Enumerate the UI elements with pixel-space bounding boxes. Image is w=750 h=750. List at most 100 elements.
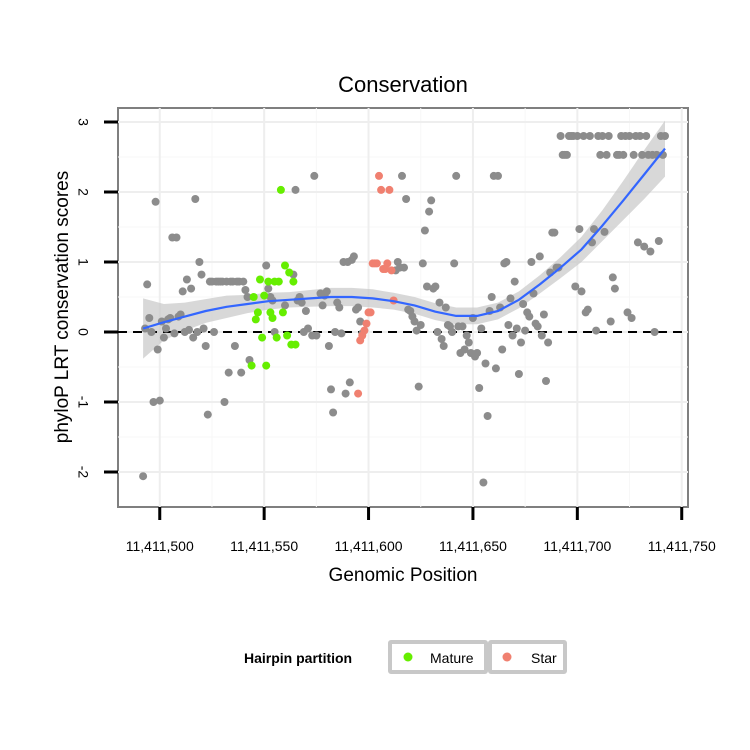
- data-point-mature: [289, 277, 298, 286]
- data-point-other: [627, 314, 636, 322]
- data-point-other: [598, 132, 607, 140]
- data-point-other: [573, 132, 582, 140]
- data-point-other: [193, 328, 202, 336]
- y-axis-label: phyloP LRT conservation scores: [52, 171, 73, 444]
- data-point-other: [264, 284, 273, 293]
- data-point-other: [243, 293, 252, 301]
- data-point-other: [398, 171, 406, 180]
- x-tick-label: 11,411,550: [230, 538, 298, 554]
- data-point-other: [349, 252, 358, 261]
- data-point-other: [197, 270, 206, 279]
- data-point-other: [625, 132, 634, 140]
- data-point-other: [450, 259, 459, 268]
- data-point-mature: [264, 277, 273, 286]
- data-point-mature: [247, 361, 256, 370]
- data-point-other: [400, 263, 408, 272]
- data-point-other: [623, 308, 632, 317]
- legend-key-star: [488, 640, 567, 674]
- data-point-other: [498, 345, 507, 354]
- data-point-mature: [281, 261, 289, 270]
- data-point-other: [521, 326, 530, 335]
- data-point-other: [239, 277, 248, 286]
- data-point-other: [341, 389, 350, 398]
- data-point-other: [145, 314, 154, 322]
- data-point-other: [195, 258, 204, 266]
- data-point-other: [460, 345, 469, 354]
- data-point-other: [281, 301, 289, 310]
- data-point-other: [162, 324, 170, 333]
- data-point-other: [220, 398, 229, 406]
- data-point-other: [512, 324, 521, 333]
- data-point-other: [172, 233, 181, 242]
- data-point-mature: [260, 291, 269, 300]
- data-point-other: [170, 329, 179, 338]
- data-point-mature: [268, 314, 277, 322]
- data-point-star: [354, 389, 363, 398]
- data-point-other: [262, 261, 271, 270]
- y-tick-label: 2: [75, 188, 91, 196]
- x-tick-label: 11,411,750: [648, 538, 716, 554]
- data-point-other: [596, 150, 605, 159]
- data-point-other: [556, 132, 565, 140]
- data-point-other: [633, 238, 642, 247]
- legend-key-mature: [388, 640, 488, 674]
- data-point-other: [535, 252, 544, 261]
- data-point-other: [562, 150, 571, 159]
- data-point-other: [230, 342, 239, 350]
- data-point-other: [600, 227, 609, 236]
- data-point-other: [437, 335, 446, 343]
- data-point-other: [416, 321, 425, 329]
- x-tick-label: 11,411,500: [126, 538, 194, 554]
- data-point-other: [544, 338, 553, 347]
- data-point-other: [337, 329, 346, 338]
- data-point-other: [318, 301, 327, 310]
- data-point-other: [491, 364, 500, 373]
- data-point-other: [143, 280, 152, 289]
- y-tick-label: 1: [75, 258, 91, 266]
- data-point-other: [642, 132, 651, 140]
- data-point-other: [322, 287, 331, 296]
- data-point-other: [579, 132, 588, 140]
- data-point-other: [650, 328, 659, 336]
- data-point-other: [494, 171, 502, 180]
- data-point-other: [139, 472, 148, 481]
- data-point-star: [366, 308, 375, 317]
- data-point-other: [577, 287, 586, 296]
- data-point-other: [335, 303, 344, 312]
- data-point-other: [473, 349, 482, 357]
- data-point-other: [439, 342, 448, 350]
- data-point-other: [420, 226, 429, 235]
- data-point-other: [479, 478, 488, 487]
- data-point-other: [550, 228, 559, 237]
- data-point-other: [604, 132, 613, 140]
- data-point-other: [187, 284, 196, 293]
- data-point-other: [435, 298, 444, 307]
- data-point-other: [602, 150, 611, 159]
- data-point-other: [519, 300, 528, 308]
- data-point-mature: [276, 185, 285, 194]
- data-point-mature: [285, 268, 294, 277]
- chart-title: Conservation: [338, 72, 468, 97]
- data-point-other: [189, 333, 198, 342]
- data-point-other: [525, 312, 534, 321]
- data-point-other: [402, 195, 411, 203]
- data-point-star: [385, 185, 394, 194]
- data-point-other: [291, 185, 300, 194]
- data-point-other: [431, 282, 440, 291]
- data-point-other: [310, 171, 319, 180]
- data-point-star: [360, 326, 369, 335]
- data-point-mature: [291, 340, 300, 349]
- data-point-other: [201, 342, 210, 350]
- legend: Hairpin partition Mature Star: [244, 640, 567, 674]
- data-point-other: [159, 333, 168, 342]
- x-axis-label: Genomic Position: [329, 565, 478, 586]
- data-point-other: [475, 384, 484, 392]
- data-point-other: [514, 370, 523, 378]
- data-point-other: [418, 259, 427, 268]
- data-point-other: [537, 331, 546, 340]
- data-point-other: [462, 331, 471, 340]
- data-point-other: [203, 410, 212, 419]
- data-point-other: [354, 303, 363, 312]
- y-tick-label: 3: [75, 118, 91, 126]
- data-point-other: [629, 150, 638, 159]
